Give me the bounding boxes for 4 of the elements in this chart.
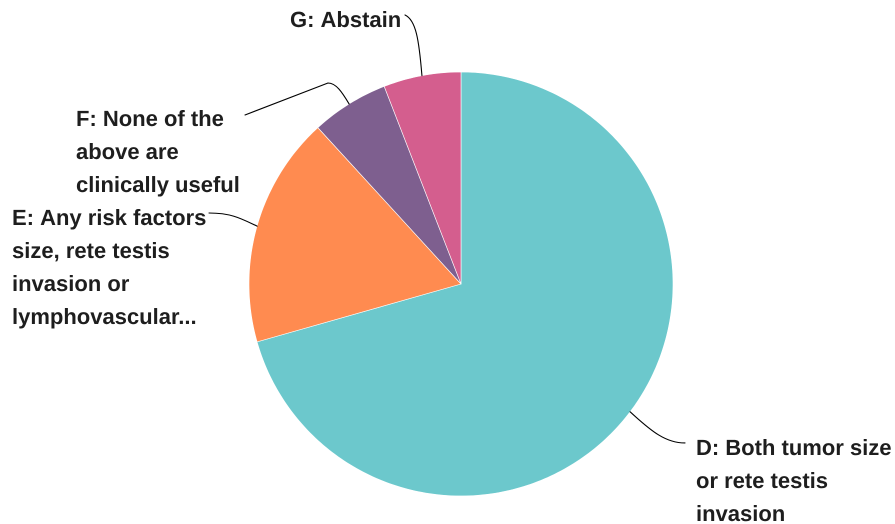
- slice-label: D: Both tumor size or rete testis invasion: [696, 439, 891, 522]
- slice-label: G: Abstain: [290, 11, 400, 28]
- slice-label: F: None of the above are clinically useful: [76, 110, 238, 197]
- slice-label: E: Any risk factors size, rete testis invasion or lymphovascular...: [12, 209, 206, 329]
